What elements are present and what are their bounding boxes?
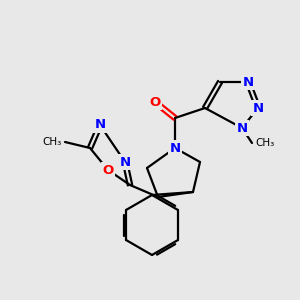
Text: N: N (242, 76, 253, 88)
Text: N: N (236, 122, 247, 134)
Text: N: N (94, 118, 106, 131)
Text: N: N (169, 142, 181, 154)
Text: CH₃: CH₃ (43, 137, 62, 147)
Text: O: O (102, 164, 114, 176)
Text: O: O (149, 95, 161, 109)
Text: N: N (119, 155, 130, 169)
Text: CH₃: CH₃ (255, 138, 274, 148)
Text: N: N (252, 101, 264, 115)
